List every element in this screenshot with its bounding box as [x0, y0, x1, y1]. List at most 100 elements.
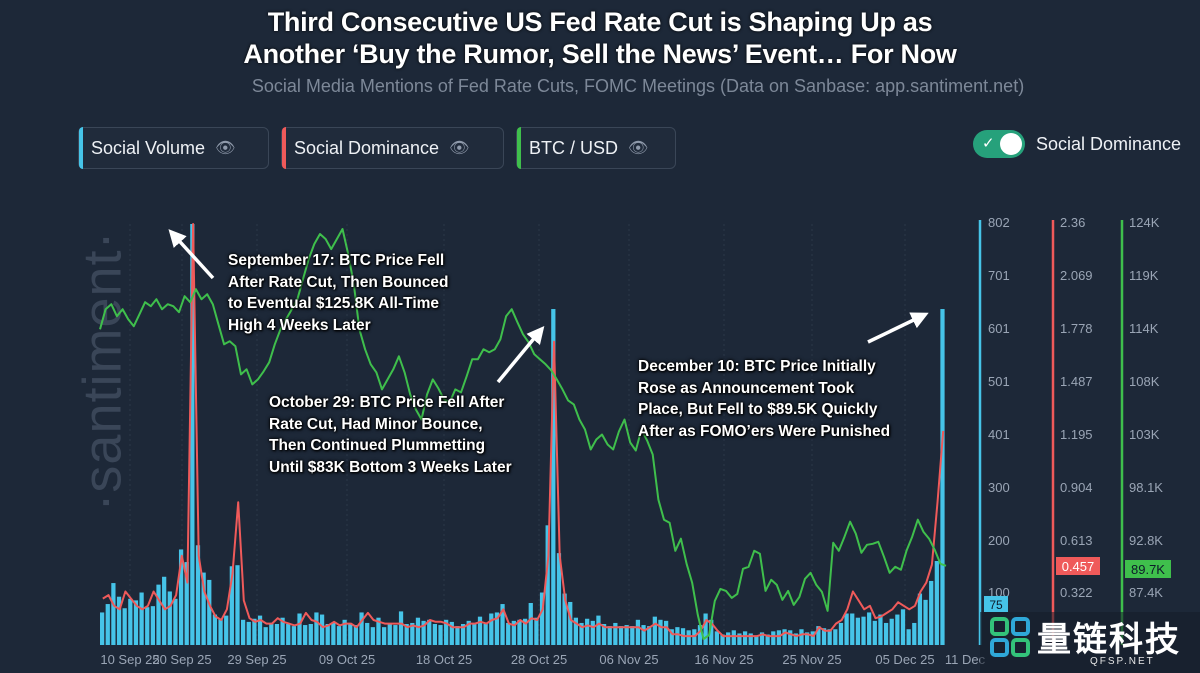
social-volume-bar [489, 613, 494, 645]
social-volume-bar [365, 622, 370, 645]
social-volume-bar [568, 601, 573, 645]
legend-social-dominance[interactable]: Social Dominance 👁 [281, 127, 504, 169]
y-tick-label: 108K [1129, 374, 1160, 389]
social-volume-bar [737, 633, 742, 645]
social-volume-bar [788, 630, 793, 645]
eye-icon[interactable]: 👁 [215, 140, 236, 157]
social-volume-bar [872, 620, 877, 645]
social-volume-bar [274, 624, 280, 645]
social-volume-bar [184, 562, 189, 645]
social-volume-bar [579, 622, 584, 645]
x-tick-label: 06 Nov 25 [599, 652, 658, 667]
annotation-line: Rate Cut, Had Minor Bounce, [269, 415, 483, 433]
y-tick-label: 300 [988, 480, 1010, 495]
social-volume-bar [573, 617, 578, 645]
social-volume-bar [173, 598, 178, 645]
y-tick-label: 114K [1129, 321, 1159, 336]
y-tick-label: 701 [988, 268, 1010, 283]
annotation-line: December 10: BTC Price Initially [638, 358, 876, 375]
social-volume-bar [618, 626, 624, 645]
social-volume-bar [664, 620, 669, 645]
social-volume-bar [827, 629, 832, 645]
legend-social-volume[interactable]: Social Volume 👁 [78, 127, 269, 169]
social-volume-bar [263, 627, 268, 645]
chart-subtitle: Social Media Mentions of Fed Rate Cuts, … [251, 76, 1025, 96]
social-volume-bar [319, 614, 325, 645]
social-volume-bar [145, 607, 150, 645]
eye-icon[interactable]: 👁 [449, 140, 470, 157]
social-volume-bar [624, 625, 629, 645]
social-volume-bar [444, 619, 449, 645]
x-tick-label: 11 Dec [945, 652, 986, 667]
btc-usd-line [99, 228, 947, 640]
social-volume-bar [720, 634, 725, 645]
social-volume-bar [325, 624, 330, 645]
y-tick-label: 2.069 [1060, 268, 1093, 283]
annotation-arrow-december [867, 312, 929, 344]
annotation-arrow-october [496, 325, 545, 384]
social-volume-bar [382, 627, 387, 645]
social-volume-bar [771, 631, 776, 645]
social-dominance-toggle[interactable]: ✓ [973, 130, 1025, 158]
social-volume-bar [652, 616, 657, 645]
btc-current-value: 89.7K [1131, 562, 1165, 577]
social-volume-bar [224, 615, 229, 645]
social-volume-bar [483, 624, 488, 645]
annotation-line: October 29: BTC Price Fell After [269, 394, 505, 411]
eye-icon[interactable]: 👁 [628, 140, 649, 157]
social-volume-bar [726, 632, 731, 645]
y-tick-label: 501 [988, 374, 1010, 389]
toggle-label: Social Dominance [1036, 134, 1182, 154]
qfsp-logo: 量链科技 QFSP.NET [980, 612, 1200, 673]
x-tick-label: 20 Sep 25 [152, 652, 211, 667]
y-tick-label: 802 [988, 215, 1010, 230]
legend-btc-usd[interactable]: BTC / USD 👁 [516, 127, 676, 169]
social-volume-bar [697, 625, 703, 645]
social-volume-bar [675, 627, 680, 645]
social-volume-bar [207, 579, 212, 645]
social-volume-bar [703, 613, 708, 645]
annotation-line: September 17: BTC Price Fell [228, 252, 445, 269]
legend-color-bar [79, 127, 83, 169]
legend-color-bar [517, 127, 521, 169]
social-dominance-current-value: 0.457 [1062, 559, 1095, 574]
social-volume-bar [641, 625, 646, 645]
social-volume-bar [500, 604, 505, 645]
social-volume-bar [833, 629, 838, 645]
social-volume-bar [235, 565, 240, 645]
annotation-line: After as FOMO’ers Were Punished [638, 422, 891, 440]
social-volume-bar [562, 593, 567, 645]
y-tick-label: 87.4K [1129, 585, 1163, 600]
social-volume-bar [517, 619, 522, 645]
social-volume-bar [201, 572, 206, 645]
social-volume-bar [421, 620, 426, 645]
social-volume-bar [432, 624, 437, 645]
social-volume-bar [336, 626, 342, 645]
btc-current-badge [1125, 560, 1171, 578]
social-volume-bar [398, 611, 404, 645]
social-volume-bar [940, 309, 945, 645]
y-tick-label: 0.904 [1060, 480, 1093, 495]
social-volume-bar [861, 616, 866, 645]
social-volume-bar [100, 612, 105, 645]
social-volume-bar [472, 622, 477, 645]
social-volume-bar [709, 619, 714, 645]
social-volume-bar [178, 549, 184, 645]
social-volume-bar [133, 600, 139, 645]
legend-label: Social Dominance [294, 137, 440, 158]
social-volume-bar [523, 618, 528, 645]
social-volume-bar [539, 592, 545, 645]
social-volume-bar [534, 617, 539, 645]
y-tick-label: 124K [1129, 215, 1160, 230]
social-volume-bar [331, 622, 336, 645]
social-volume-bar [821, 628, 827, 645]
y-tick-label: 601 [988, 321, 1010, 336]
social-volume-bar [438, 625, 443, 645]
social-volume-bar [923, 599, 928, 645]
social-volume-bar [241, 619, 246, 645]
social-volume-bar [511, 620, 516, 645]
x-tick-label: 09 Oct 25 [319, 652, 375, 667]
social-volume-bar [900, 609, 906, 645]
social-volume-bar [314, 612, 319, 645]
